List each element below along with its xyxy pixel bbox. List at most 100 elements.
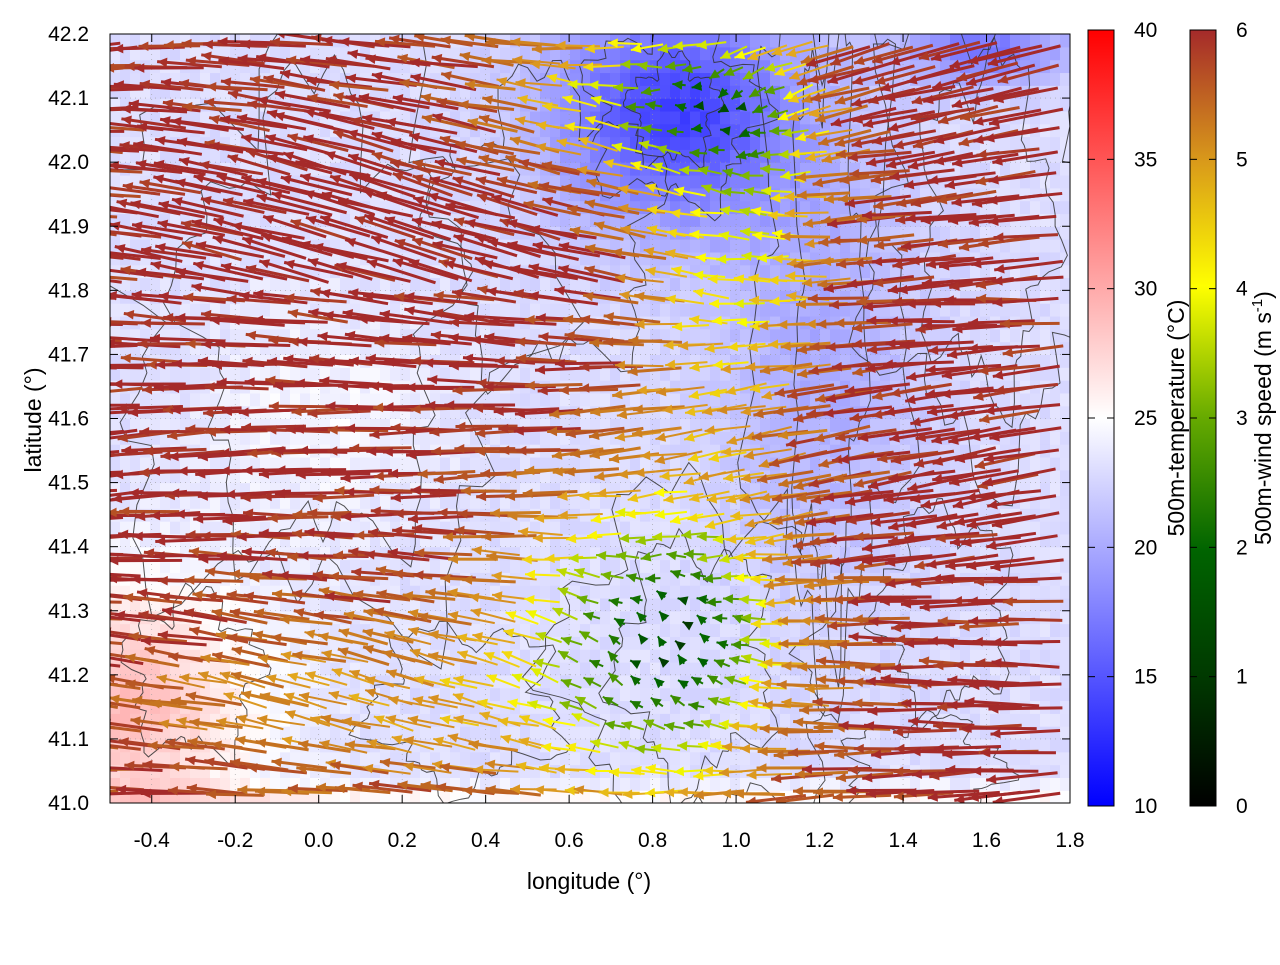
heatmap-cell [820, 34, 831, 48]
heatmap-cell [660, 418, 671, 432]
heatmap-cell [880, 738, 891, 753]
heatmap-cell [550, 123, 561, 138]
heatmap-cell [930, 303, 941, 317]
heatmap-cell [710, 674, 721, 689]
heatmap-cell [760, 790, 771, 803]
heatmap-cell [160, 277, 171, 291]
heatmap-cell [400, 392, 411, 407]
heatmap-cell [520, 546, 531, 561]
heatmap-cell [180, 482, 191, 496]
heatmap-cell [600, 341, 611, 356]
heatmap-cell [220, 59, 231, 74]
heatmap-cell [110, 751, 121, 766]
heatmap-cell [910, 187, 921, 202]
heatmap-cell [740, 264, 751, 279]
heatmap-cell [430, 521, 441, 535]
heatmap-cell [800, 85, 811, 99]
heatmap-cell [250, 418, 261, 432]
heatmap-cell [920, 533, 931, 548]
heatmap-cell [700, 623, 711, 637]
heatmap-cell [120, 636, 131, 650]
heatmap-cell [570, 136, 581, 150]
heatmap-cell [900, 354, 911, 368]
heatmap-cell [740, 790, 751, 803]
heatmap-cell [470, 136, 481, 150]
heatmap-cell [930, 239, 941, 253]
heatmap-cell [190, 597, 201, 612]
heatmap-cell [920, 495, 931, 509]
heatmap-cell [220, 431, 231, 445]
heatmap-cell [180, 251, 191, 266]
heatmap-cell [290, 597, 301, 612]
heatmap-cell [690, 136, 701, 150]
heatmap-cell [740, 597, 751, 612]
heatmap-cell [410, 187, 421, 202]
heatmap-cell [350, 700, 361, 714]
heatmap-cell [900, 200, 911, 215]
heatmap-cell [460, 251, 471, 266]
heatmap-cell [350, 521, 361, 535]
heatmap-cell [800, 251, 811, 266]
heatmap-cell [180, 341, 191, 356]
heatmap-cell [870, 777, 881, 791]
heatmap-cell [450, 649, 461, 663]
heatmap-cell [220, 418, 231, 432]
heatmap-cell [700, 59, 711, 74]
heatmap-cell [720, 649, 731, 663]
heatmap-cell [590, 777, 601, 791]
heatmap-cell [170, 713, 181, 727]
heatmap-cell [180, 790, 191, 803]
heatmap-cell [480, 559, 491, 573]
heatmap-cell [200, 521, 211, 535]
heatmap-cell [190, 469, 201, 484]
heatmap-cell [160, 700, 171, 714]
heatmap-cell [350, 59, 361, 74]
heatmap-cell [660, 239, 671, 253]
heatmap-cell [460, 367, 471, 381]
heatmap-cell [640, 687, 651, 702]
heatmap-cell [620, 700, 631, 714]
heatmap-cell [720, 303, 731, 317]
heatmap-cell [720, 751, 731, 766]
heatmap-cell [800, 213, 811, 227]
heatmap-cell [420, 341, 431, 356]
heatmap-cell [350, 34, 361, 48]
heatmap-cell [350, 136, 361, 150]
heatmap-cell [400, 431, 411, 445]
heatmap-cell [860, 495, 871, 509]
heatmap-cell [600, 649, 611, 663]
heatmap-cell [310, 264, 321, 279]
heatmap-cell [200, 34, 211, 48]
heatmap-cell [850, 623, 861, 637]
heatmap-cell [300, 59, 311, 74]
heatmap-cell [410, 418, 421, 432]
heatmap-cell [140, 469, 151, 484]
heatmap-cell [880, 392, 891, 407]
heatmap-cell [910, 546, 921, 561]
heatmap-cell [540, 392, 551, 407]
heatmap-cell [210, 392, 221, 407]
heatmap-cell [190, 264, 201, 279]
heatmap-cell [210, 123, 221, 138]
heatmap-cell [360, 46, 371, 61]
heatmap-cell [470, 585, 481, 599]
heatmap-cell [450, 123, 461, 138]
heatmap-cell [840, 200, 851, 215]
heatmap-cell [130, 239, 141, 253]
heatmap-cell [450, 751, 461, 766]
heatmap-cell [160, 213, 171, 227]
heatmap-cell [670, 700, 681, 714]
heatmap-cell [540, 46, 551, 61]
heatmap-cell [740, 777, 751, 791]
heatmap-cell [690, 585, 701, 599]
heatmap-cell [860, 380, 871, 394]
heatmap-cell [370, 418, 381, 432]
heatmap-cell [230, 469, 241, 484]
heatmap-cell [690, 572, 701, 586]
heatmap-cell [460, 764, 471, 778]
heatmap-cell [590, 687, 601, 702]
heatmap-cell [260, 521, 271, 535]
heatmap-cell [320, 674, 331, 689]
heatmap-cell [140, 72, 151, 86]
heatmap-cell [670, 482, 681, 496]
